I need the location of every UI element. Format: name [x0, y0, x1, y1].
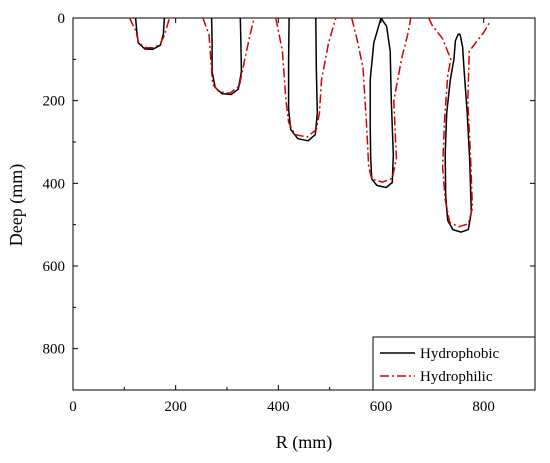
- hydrophobic-profile-1: [134, 17, 166, 51]
- y-tick-label: 0: [58, 11, 66, 27]
- x-tick-label: 800: [472, 399, 495, 415]
- ticks-layer: 0 200 400 600 800 0 200 400 600 800: [43, 11, 535, 415]
- x-tick-label: 400: [267, 399, 290, 415]
- legend-box: [372, 336, 536, 391]
- profiles-layer: [128, 17, 491, 233]
- y-tick-label: 200: [43, 94, 66, 110]
- hydrophilic-profile-5: [428, 17, 491, 228]
- x-tick-label: 200: [164, 399, 187, 415]
- y-tick-label: 600: [43, 259, 66, 275]
- hydrophilic-profile-4: [350, 17, 412, 183]
- y-axis-title: Deep (mm): [6, 164, 27, 246]
- legend-label-hydrophobic: Hydrophobic: [420, 346, 499, 362]
- legend: Hydrophobic Hydrophilic: [372, 336, 536, 391]
- hydrophobic-profile-2: [210, 17, 243, 96]
- x-tick-label: 600: [370, 399, 393, 415]
- y-tick-label: 400: [43, 176, 66, 192]
- hydrophobic-profile-3: [287, 17, 319, 142]
- plot-frame: [72, 17, 536, 391]
- x-axis-title: R (mm): [276, 432, 333, 453]
- hydrophobic-profile-4: [369, 17, 395, 189]
- hydrophilic-profile-3: [275, 17, 337, 138]
- y-tick-label: 800: [43, 342, 66, 358]
- legend-label-hydrophilic: Hydrophilic: [420, 369, 493, 385]
- hydrophilic-profile-2: [202, 17, 255, 94]
- hydrophilic-profile-1: [128, 17, 171, 49]
- x-tick-label: 0: [69, 399, 77, 415]
- hydrophobic-profile-5: [444, 33, 473, 233]
